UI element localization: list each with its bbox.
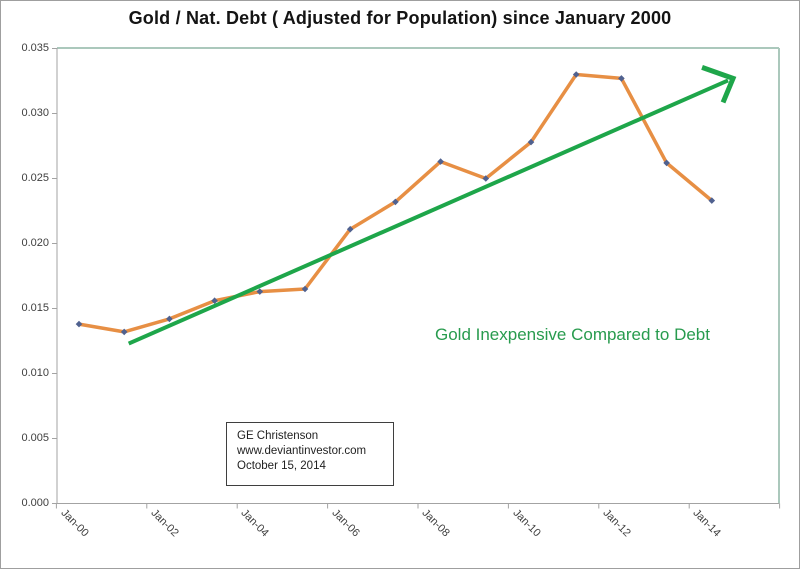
data-point-marker [346, 225, 354, 233]
trend-arrowhead [701, 65, 737, 104]
y-tick-label: 0.025 [21, 171, 49, 184]
trend-line [127, 78, 729, 346]
info-box-line-date: October 15, 2014 [237, 460, 326, 472]
data-point-marker [708, 197, 716, 204]
data-point-marker [75, 320, 83, 328]
data-point-marker [301, 285, 309, 293]
data-point-marker [256, 288, 264, 295]
chart-title: Gold / Nat. Debt ( Adjusted for Populati… [128, 8, 672, 28]
y-tick-label: 0.010 [21, 366, 49, 379]
data-point-marker [527, 138, 535, 146]
data-point-marker [663, 159, 670, 167]
data-point-marker [572, 71, 580, 78]
info-box-line-website: www.deviantinvestor.com [237, 445, 367, 457]
annotation-text: Gold Inexpensive Compared to Debt [435, 325, 710, 344]
y-tick-label: 0.000 [21, 496, 49, 509]
info-box-line-author: GE Christenson [237, 430, 319, 442]
y-tick-label: 0.035 [21, 41, 49, 54]
y-tick-label: 0.020 [21, 236, 49, 249]
data-point-marker [166, 315, 173, 323]
data-point-marker [211, 297, 218, 304]
data-point-marker [392, 198, 399, 206]
y-tick-label: 0.030 [21, 106, 49, 119]
data-point-marker [437, 158, 444, 165]
data-point-marker [618, 75, 625, 82]
source-info-box: GE Christenson www.deviantinvestor.com O… [226, 422, 394, 486]
y-tick-label: 0.015 [21, 301, 49, 314]
data-point-marker [482, 175, 490, 182]
y-tick-label: 0.005 [21, 431, 49, 444]
data-point-marker [120, 328, 128, 336]
